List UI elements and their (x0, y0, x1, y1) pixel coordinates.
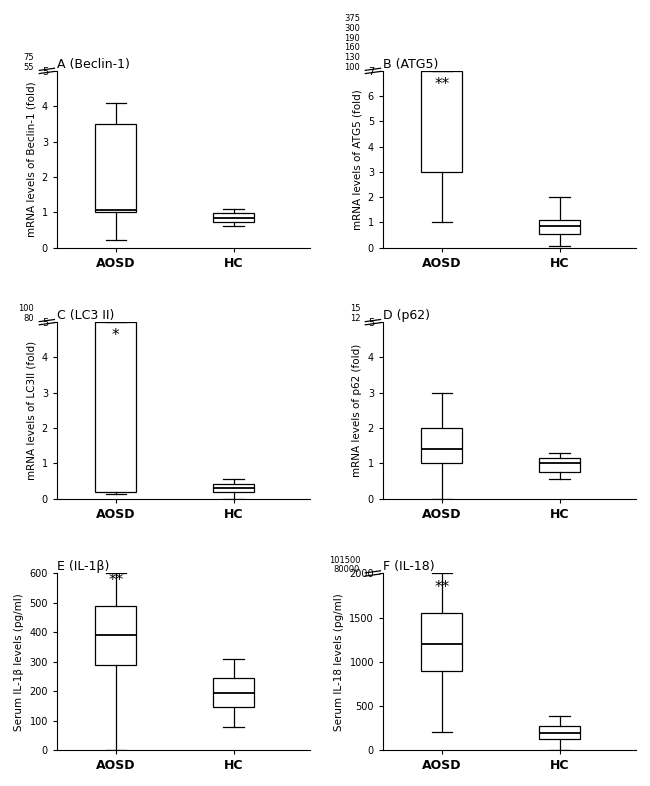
PathPatch shape (213, 484, 254, 492)
Text: D (p62): D (p62) (383, 309, 430, 322)
Y-axis label: mRNA levels of Beclin-1 (fold): mRNA levels of Beclin-1 (fold) (26, 82, 36, 237)
Text: 160: 160 (344, 43, 360, 53)
Text: F (IL-18): F (IL-18) (383, 560, 435, 574)
PathPatch shape (213, 678, 254, 707)
Text: 100: 100 (18, 304, 34, 314)
Text: *: * (112, 329, 120, 343)
PathPatch shape (213, 213, 254, 222)
Y-axis label: mRNA levels of LC3II (fold): mRNA levels of LC3II (fold) (26, 341, 36, 480)
Text: B (ATG5): B (ATG5) (383, 58, 438, 71)
Text: 80: 80 (23, 314, 34, 323)
PathPatch shape (539, 458, 580, 472)
Text: A (Beclin-1): A (Beclin-1) (57, 58, 130, 71)
Y-axis label: mRNA levels of ATG5 (fold): mRNA levels of ATG5 (fold) (352, 89, 362, 230)
PathPatch shape (421, 71, 462, 172)
Text: 15: 15 (350, 304, 360, 314)
Y-axis label: mRNA levels of p62 (fold): mRNA levels of p62 (fold) (352, 343, 362, 477)
PathPatch shape (96, 606, 136, 665)
Text: 75: 75 (23, 53, 34, 62)
Text: 190: 190 (344, 34, 360, 42)
Text: 80000: 80000 (334, 565, 360, 575)
PathPatch shape (421, 613, 462, 670)
Text: 375: 375 (344, 14, 360, 24)
PathPatch shape (539, 220, 580, 233)
Text: 100: 100 (344, 63, 360, 72)
Y-axis label: Serum IL-18 levels (pg/ml): Serum IL-18 levels (pg/ml) (334, 593, 344, 731)
PathPatch shape (539, 726, 580, 740)
Text: 130: 130 (344, 53, 360, 62)
Text: **: ** (434, 579, 450, 595)
Text: **: ** (434, 77, 450, 92)
Text: 101500: 101500 (329, 556, 360, 564)
PathPatch shape (96, 124, 136, 212)
Text: C (LC3 II): C (LC3 II) (57, 309, 114, 322)
Text: 55: 55 (23, 63, 34, 72)
PathPatch shape (96, 322, 136, 492)
Y-axis label: Serum IL-1β levels (pg/ml): Serum IL-1β levels (pg/ml) (14, 593, 24, 731)
Text: **: ** (108, 572, 124, 588)
Text: E (IL-1β): E (IL-1β) (57, 560, 109, 574)
Text: 12: 12 (350, 314, 360, 323)
Text: 300: 300 (344, 24, 360, 33)
PathPatch shape (421, 428, 462, 464)
